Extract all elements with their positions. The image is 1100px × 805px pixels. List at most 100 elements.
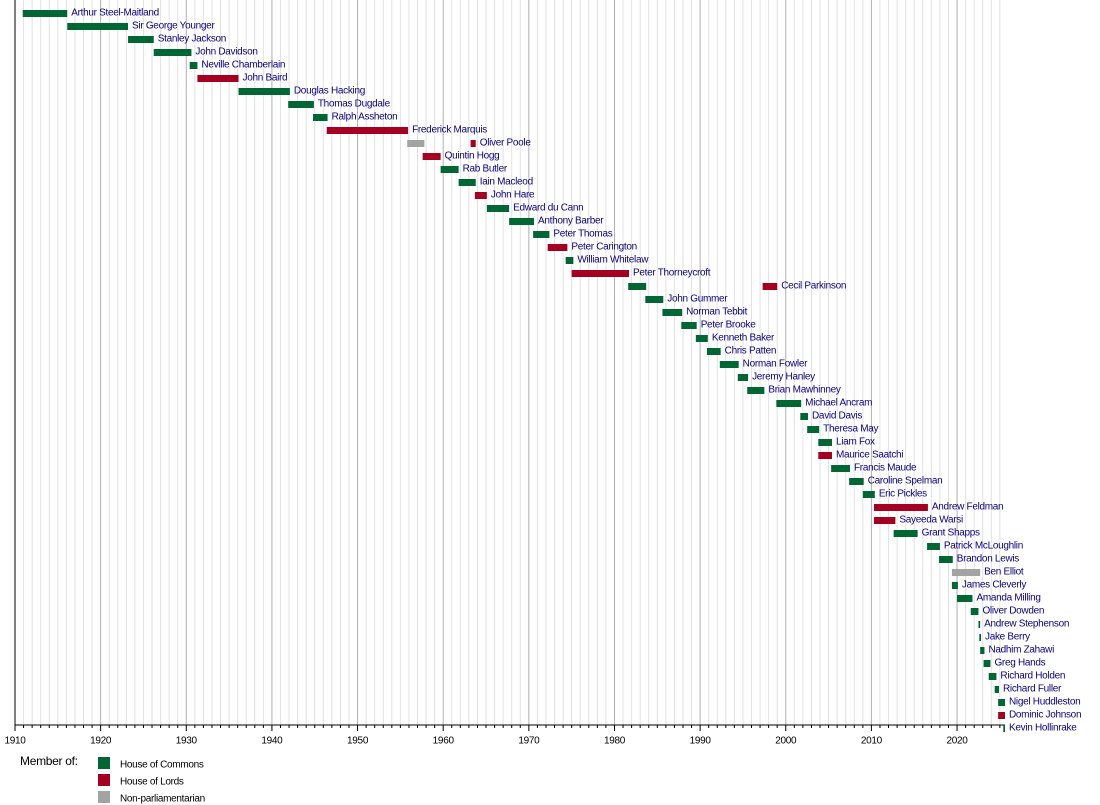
row-label: Arthur Steel-Maitland [71, 8, 159, 19]
term-bar [939, 556, 953, 563]
term-bar [313, 114, 328, 121]
x-tick-label: 1950 [347, 736, 369, 747]
term-bar [951, 569, 981, 576]
term-bar [862, 491, 875, 498]
term-bar [486, 205, 510, 212]
row-label: Sir George Younger [132, 21, 215, 32]
row-label: Ralph Assheton [332, 112, 398, 123]
row-label: Caroline Spelman [868, 476, 943, 487]
x-tick-label: 1920 [90, 736, 112, 747]
row-label: Norman Tebbit [686, 307, 747, 318]
row-label: Cecil Parkinson [781, 281, 846, 292]
term-bar [970, 608, 979, 615]
term-bar [800, 413, 809, 420]
row-label: Kenneth Baker [712, 333, 775, 344]
legend-label: House of Commons [120, 760, 204, 771]
term-bar [474, 192, 487, 199]
row-label: Nigel Huddleston [1009, 697, 1080, 708]
term-bar [326, 127, 409, 134]
row-label: Brian Mawhinney [768, 385, 841, 396]
row-label: Peter Thorneycroft [633, 268, 711, 279]
term-bar [983, 660, 991, 667]
row-label: John Baird [243, 73, 288, 84]
term-bar [509, 218, 534, 225]
row-label: Liam Fox [836, 437, 875, 448]
row-label: John Davidson [195, 47, 257, 58]
row-label: Maurice Saatchi [836, 450, 903, 461]
term-bar [128, 36, 154, 43]
row-label: Edward du Cann [513, 203, 583, 214]
row-label: Oliver Dowden [982, 606, 1044, 617]
row-label: Neville Chamberlain [201, 60, 285, 71]
row-label: Andrew Feldman [932, 502, 1003, 513]
legend-label: House of Lords [120, 777, 184, 788]
term-bar [238, 88, 290, 95]
row-label: Anthony Barber [538, 216, 604, 227]
x-tick-label: 1980 [604, 736, 626, 747]
x-tick-label: 1960 [433, 736, 455, 747]
row-label: Greg Hands [994, 658, 1045, 669]
term-bar [988, 673, 997, 680]
x-tick-label: 1940 [261, 736, 283, 747]
row-label: James Cleverly [962, 580, 1026, 591]
term-bar [681, 322, 697, 329]
term-bar [1003, 725, 1005, 732]
row-label: Andrew Stephenson [984, 619, 1069, 630]
row-label: Theresa May [823, 424, 878, 435]
term-bar [565, 257, 574, 264]
term-bar [762, 283, 778, 290]
legend-label: Non-parliamentarian [120, 794, 205, 805]
row-label: Grant Shapps [922, 528, 980, 539]
term-bar [818, 452, 833, 459]
term-bar [873, 517, 896, 524]
term-bar [67, 23, 129, 30]
term-bar [994, 686, 1000, 693]
term-bar [628, 283, 647, 290]
legend-swatch [98, 774, 110, 786]
row-label: Peter Carington [571, 242, 637, 253]
row-label: Rab Butler [463, 164, 508, 175]
term-bar [927, 543, 940, 550]
row-label: Richard Holden [1000, 671, 1065, 682]
row-label: Peter Thomas [553, 229, 612, 240]
term-bar [951, 582, 958, 589]
term-bar [695, 335, 708, 342]
term-bar [422, 153, 441, 160]
term-bar [645, 296, 664, 303]
term-bar [831, 465, 850, 472]
term-bar [189, 62, 198, 69]
term-bar [849, 478, 864, 485]
row-label: Jake Berry [985, 632, 1030, 643]
x-tick-label: 2010 [861, 736, 883, 747]
row-label: Douglas Hacking [294, 86, 365, 97]
row-label: Nadhim Zahawi [988, 645, 1054, 656]
row-label: David Davis [812, 411, 862, 422]
row-label: Thomas Dugdale [318, 99, 391, 110]
term-bar [719, 361, 739, 368]
term-bar [873, 504, 928, 511]
x-tick-label: 1930 [176, 736, 198, 747]
term-bar [533, 231, 550, 238]
row-label: Frederick Marquis [412, 125, 487, 136]
term-bar [998, 699, 1005, 706]
term-bar [153, 49, 192, 56]
term-bar [571, 270, 630, 277]
term-bar [547, 244, 568, 251]
term-bar [747, 387, 765, 394]
term-bar [197, 75, 239, 82]
x-tick-label: 1970 [518, 736, 540, 747]
row-label: Richard Fuller [1003, 684, 1062, 695]
x-tick-label: 1910 [4, 736, 26, 747]
row-label: Francis Maude [854, 463, 917, 474]
term-bar [998, 712, 1005, 719]
row-label: Amanda Milling [976, 593, 1040, 604]
row-label: Jeremy Hanley [752, 372, 815, 383]
row-label: Sayeeda Warsi [899, 515, 963, 526]
term-bar [22, 10, 68, 17]
term-bar [980, 647, 985, 654]
row-label: Brandon Lewis [957, 554, 1020, 565]
row-label: Eric Pickles [879, 489, 927, 500]
row-label: Chris Patten [725, 346, 776, 357]
term-bar [737, 374, 749, 381]
